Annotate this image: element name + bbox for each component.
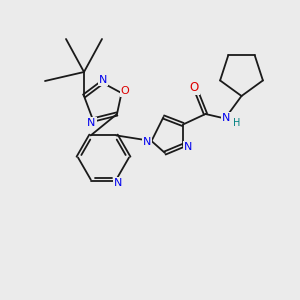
Text: N: N — [222, 113, 230, 123]
Text: N: N — [87, 118, 96, 128]
Text: O: O — [121, 86, 130, 97]
Text: N: N — [99, 75, 107, 85]
Text: H: H — [233, 118, 240, 128]
Text: O: O — [190, 81, 199, 94]
Text: N: N — [114, 178, 122, 188]
Text: N: N — [142, 136, 151, 147]
Text: N: N — [184, 142, 192, 152]
